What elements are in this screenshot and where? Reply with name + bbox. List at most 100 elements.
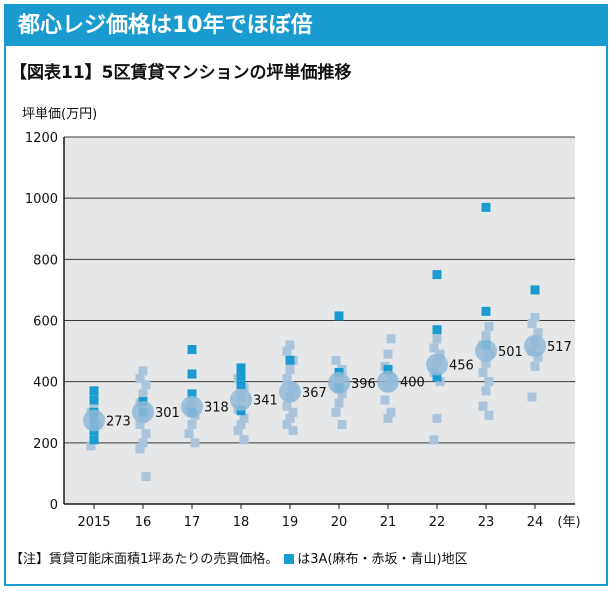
property-point-3a <box>236 380 246 390</box>
property-point-3a <box>432 270 442 280</box>
property-point <box>429 343 439 353</box>
x-tick-label: 18 <box>233 515 250 530</box>
average-value-label: 456 <box>449 359 474 374</box>
y-tick-label: 400 <box>33 376 58 391</box>
property-point <box>331 355 341 365</box>
property-point <box>184 429 194 439</box>
property-point <box>141 429 151 439</box>
property-point-3a <box>236 371 246 381</box>
property-point <box>285 364 295 374</box>
average-value-label: 396 <box>351 377 376 392</box>
average-value-label: 517 <box>547 340 572 355</box>
average-value-label: 318 <box>204 401 229 416</box>
x-tick-label: 23 <box>478 515 495 530</box>
property-point <box>239 413 249 423</box>
x-tick-label: 21 <box>380 515 397 530</box>
x-tick-label: 20 <box>331 515 348 530</box>
property-point <box>481 358 491 368</box>
property-point <box>481 386 491 396</box>
x-tick-label: 2015 <box>77 515 110 530</box>
property-point <box>484 377 494 387</box>
y-tick-label: 200 <box>33 437 58 452</box>
property-point <box>383 349 393 359</box>
property-point-3a <box>236 406 246 416</box>
property-point <box>429 435 439 445</box>
property-point <box>386 407 396 417</box>
property-point <box>282 419 292 429</box>
property-point <box>288 407 298 417</box>
y-tick-label: 1200 <box>25 131 58 146</box>
property-point <box>337 389 347 399</box>
property-point <box>380 395 390 405</box>
legend-swatch <box>284 554 295 564</box>
property-point <box>187 419 197 429</box>
property-point-3a <box>187 389 197 399</box>
property-point <box>138 389 148 399</box>
property-point-3a <box>89 386 99 396</box>
y-axis-label: 坪単価(万円) <box>22 107 98 122</box>
property-point <box>233 426 243 436</box>
property-point <box>141 471 151 481</box>
legend-label: は3A(麻布・赤坂・青山)地区 <box>297 552 468 567</box>
average-value-label: 501 <box>498 345 523 360</box>
property-point-3a <box>236 363 246 373</box>
property-point <box>285 413 295 423</box>
property-point <box>141 380 151 390</box>
property-point <box>478 401 488 411</box>
property-point-3a <box>187 369 197 379</box>
headline-banner: 都心レジ価格は10年でほぼ倍 <box>6 6 606 46</box>
property-point <box>135 374 145 384</box>
property-point <box>527 319 537 329</box>
property-point-3a <box>432 325 442 335</box>
property-point <box>334 398 344 408</box>
average-marker <box>132 400 154 423</box>
property-point <box>288 426 298 436</box>
property-point-3a <box>481 306 491 316</box>
property-point-3a <box>89 435 99 445</box>
property-point-3a <box>432 372 442 382</box>
property-point <box>530 361 540 371</box>
chart-title: 【図表11】5区賃貸マンションの坪単価推移 <box>10 63 352 83</box>
property-point <box>533 328 543 338</box>
property-point <box>527 392 537 402</box>
property-point <box>135 444 145 454</box>
property-point <box>138 438 148 448</box>
property-point <box>484 410 494 420</box>
property-point <box>432 413 442 423</box>
property-point-3a <box>383 364 393 374</box>
average-marker <box>524 334 546 357</box>
property-point <box>190 438 200 448</box>
average-marker <box>377 370 399 393</box>
property-point <box>282 346 292 356</box>
property-point-3a <box>187 345 197 355</box>
average-marker <box>426 353 448 376</box>
x-tick-label: 22 <box>429 515 446 530</box>
property-point-3a <box>89 395 99 405</box>
property-point <box>86 441 96 451</box>
x-tick-label: 16 <box>135 515 152 530</box>
property-point <box>135 419 145 429</box>
property-point <box>282 374 292 384</box>
x-tick-label: 24 <box>527 515 544 530</box>
average-value-label: 301 <box>155 406 180 421</box>
average-marker <box>328 371 350 394</box>
property-point <box>533 352 543 362</box>
average-marker <box>475 339 497 362</box>
y-tick-label: 600 <box>33 315 58 330</box>
x-axis-unit: (年) <box>557 515 580 530</box>
average-value-label: 273 <box>106 415 131 430</box>
property-point <box>285 340 295 350</box>
property-point <box>337 419 347 429</box>
property-point <box>478 367 488 377</box>
y-tick-label: 0 <box>50 498 58 513</box>
average-marker <box>230 388 252 411</box>
property-point <box>432 334 442 344</box>
average-marker <box>181 395 203 418</box>
property-point-3a <box>481 202 491 212</box>
property-point <box>236 419 246 429</box>
property-point <box>481 331 491 341</box>
x-tick-label: 17 <box>184 515 201 530</box>
y-tick-label: 800 <box>33 253 58 268</box>
footnote: 【注】賃貸可能床面積1坪あたりの売買価格。 は3A(麻布・赤坂・青山)地区 <box>10 548 468 567</box>
